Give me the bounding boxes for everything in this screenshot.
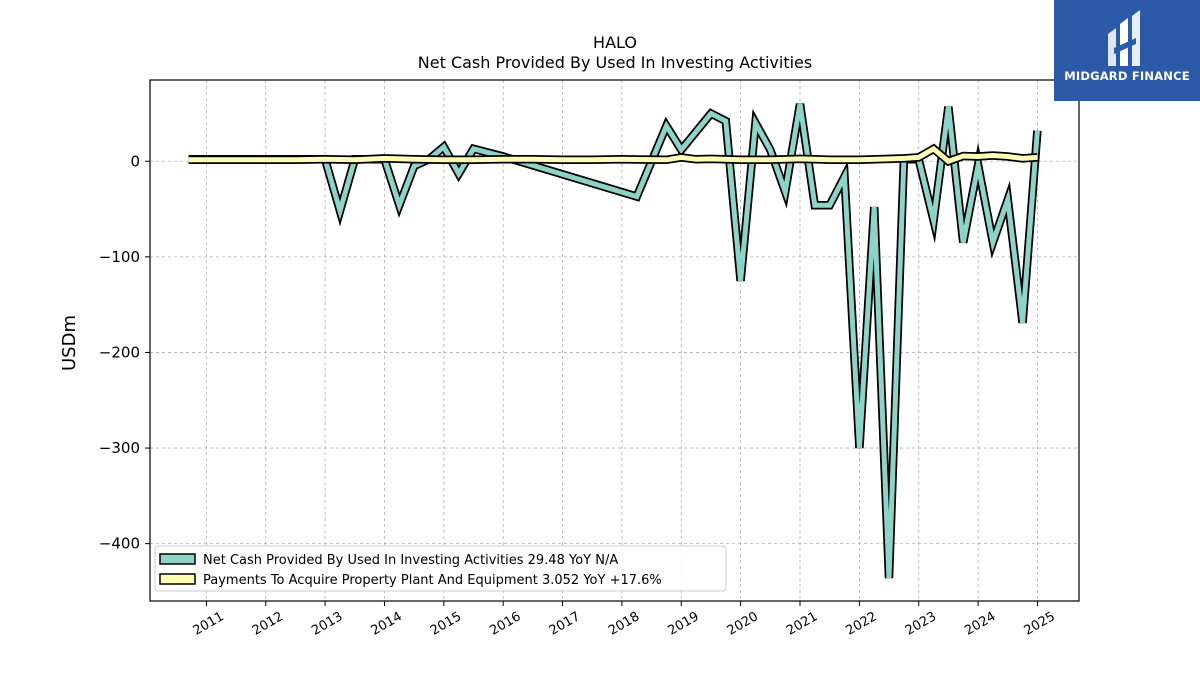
legend-box bbox=[154, 545, 727, 592]
plot-series bbox=[188, 103, 1042, 579]
legend-swatch bbox=[159, 573, 196, 585]
y-tick-label: 0 bbox=[130, 152, 140, 170]
y-tick-label: −200 bbox=[99, 343, 140, 361]
x-tick-label: 2018 bbox=[606, 609, 642, 639]
x-tick-label: 2016 bbox=[487, 609, 523, 639]
chart-title: HALO bbox=[593, 33, 637, 52]
series-2 bbox=[188, 143, 1038, 167]
series-line bbox=[188, 145, 1038, 165]
legend: Net Cash Provided By Used In Investing A… bbox=[154, 545, 727, 592]
y-axis: 0 −100 −200 −300 −400 bbox=[99, 152, 150, 553]
series-line-outline bbox=[188, 103, 1042, 579]
x-tick-label: 2017 bbox=[547, 609, 583, 639]
x-tick-label: 2013 bbox=[309, 609, 345, 639]
x-tick-label: 2019 bbox=[665, 609, 701, 639]
x-tick-label: 2020 bbox=[725, 609, 761, 639]
x-tick-label: 2015 bbox=[428, 609, 464, 639]
legend-label: Net Cash Provided By Used In Investing A… bbox=[203, 553, 618, 568]
series-line bbox=[188, 103, 1040, 579]
chart-subtitle: Net Cash Provided By Used In Investing A… bbox=[418, 53, 812, 72]
x-tick-label: 2021 bbox=[784, 609, 820, 639]
x-tick-label: 2025 bbox=[1022, 609, 1058, 639]
x-tick-label: 2024 bbox=[962, 609, 998, 639]
legend-label: Payments To Acquire Property Plant And E… bbox=[203, 573, 662, 588]
y-tick-label: −400 bbox=[99, 535, 140, 553]
legend-swatch bbox=[159, 553, 196, 565]
logo-mark-icon bbox=[1108, 10, 1140, 66]
midgard-finance-logo: MIDGARD FINANCE bbox=[1054, 0, 1200, 101]
plot-frame bbox=[149, 79, 1080, 602]
grid bbox=[150, 80, 1079, 601]
x-axis: 2011 2012 2013 2014 2015 2016 2017 2018 2019 2020… bbox=[191, 601, 1058, 639]
x-tick-label: 2014 bbox=[369, 609, 405, 639]
x-tick-label: 2022 bbox=[844, 609, 880, 639]
x-tick-label: 2023 bbox=[903, 609, 939, 639]
y-tick-label: −100 bbox=[99, 248, 140, 266]
x-tick-label: 2012 bbox=[250, 609, 286, 639]
logo-text: MIDGARD FINANCE bbox=[1064, 69, 1190, 83]
x-tick-label: 2011 bbox=[191, 609, 227, 639]
y-axis-label: USDm bbox=[59, 315, 80, 371]
series-1 bbox=[188, 103, 1042, 579]
y-tick-label: −300 bbox=[99, 439, 140, 457]
